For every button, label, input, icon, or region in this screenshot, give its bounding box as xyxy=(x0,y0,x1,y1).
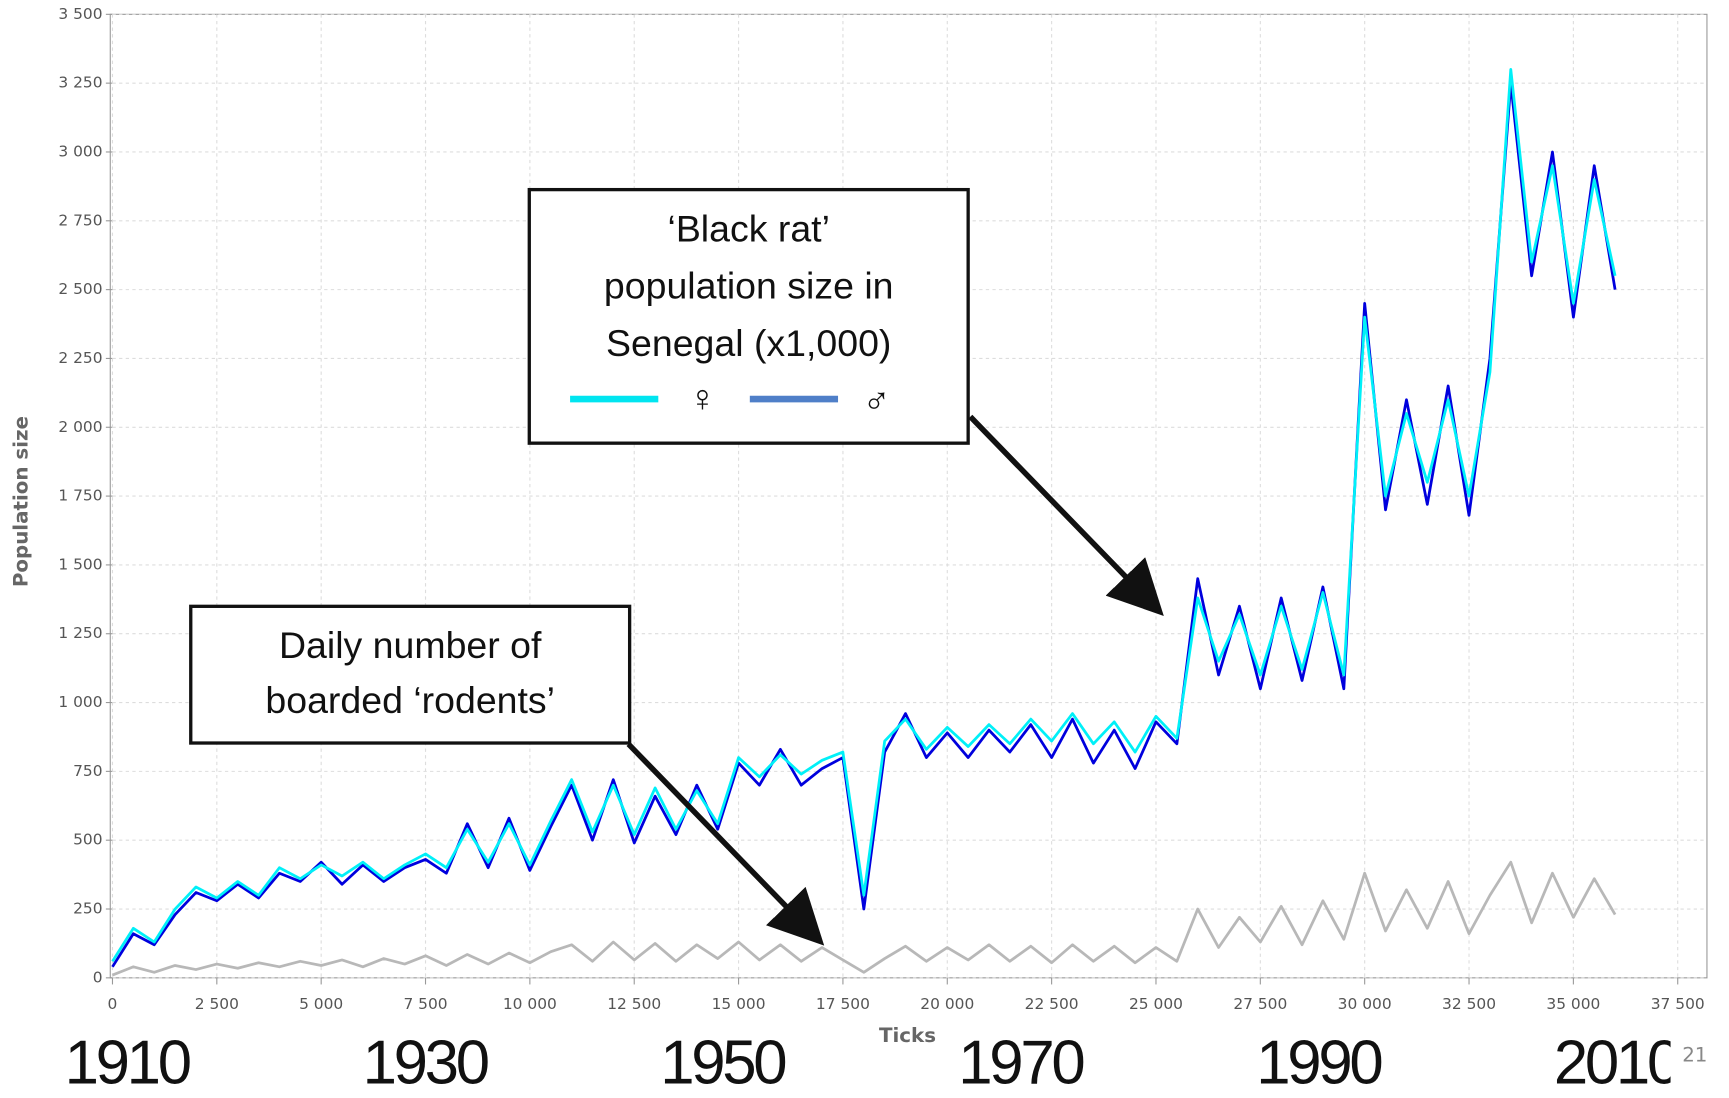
year-label: 1970 xyxy=(958,1028,1083,1097)
series-line xyxy=(111,81,1617,968)
year-label: 1950 xyxy=(660,1028,785,1097)
y-tick-label: 500 xyxy=(73,831,102,849)
x-axis-label: Ticks xyxy=(879,1024,936,1047)
annotation-line: Senegal (x1,000) xyxy=(606,322,891,364)
series-line xyxy=(111,67,1617,963)
x-tick-label: 15 000 xyxy=(712,995,766,1013)
x-tick-label: 12 500 xyxy=(607,995,661,1013)
y-tick-label: 750 xyxy=(73,762,102,780)
x-tick-label: 17 500 xyxy=(816,995,870,1013)
year-label: 1930 xyxy=(363,1028,488,1097)
x-tick-label: 32 500 xyxy=(1442,995,1496,1013)
x-tick-label: 7 500 xyxy=(403,995,447,1013)
x-tick-label: 27 500 xyxy=(1233,995,1287,1013)
arrow xyxy=(626,742,825,946)
y-tick-label: 2 000 xyxy=(58,418,102,436)
arrow xyxy=(968,414,1164,616)
legend-label: ♀ xyxy=(688,377,716,419)
x-tick-label: 10 000 xyxy=(503,995,557,1013)
x-tick-label: 5 000 xyxy=(299,995,343,1013)
series-line xyxy=(111,860,1617,977)
y-tick-label: 3 000 xyxy=(58,142,102,160)
legend-label: ♂ xyxy=(863,379,891,421)
y-axis-label: Population size xyxy=(10,416,33,587)
y-tick-label: 2 500 xyxy=(58,280,102,298)
annotation-box: ‘Black rat’ population size in Senegal (… xyxy=(527,187,970,445)
x-tick-label: 20 000 xyxy=(920,995,974,1013)
annotation-line: population size in xyxy=(604,265,894,307)
annotation-box: Daily number of boarded ‘rodents’ xyxy=(189,604,632,745)
y-tick-label: 1 000 xyxy=(58,693,102,711)
annotation-frame xyxy=(189,604,632,745)
y-tick-label: 3 500 xyxy=(58,5,102,23)
annotation-line: ‘Black rat’ xyxy=(667,207,829,249)
y-tick-label: 2 250 xyxy=(58,349,102,367)
x-tick-label: 30 000 xyxy=(1338,995,1392,1013)
x-tick-label: 25 000 xyxy=(1129,995,1183,1013)
year-mask xyxy=(1670,1025,1729,1098)
y-tick-label: 2 750 xyxy=(58,211,102,229)
y-tick-label: 3 250 xyxy=(58,74,102,92)
x-tick-label: 35 000 xyxy=(1546,995,1600,1013)
y-tick-label: 1 750 xyxy=(58,487,102,505)
y-tick-label: 0 xyxy=(93,968,103,986)
x-tick-label: 37 500 xyxy=(1651,995,1705,1013)
y-tick-label: 1 250 xyxy=(58,624,102,642)
x-tick-label: 22 500 xyxy=(1025,995,1079,1013)
y-tick-label: 250 xyxy=(73,900,102,918)
x-tick-label: 2 500 xyxy=(195,995,239,1013)
annotation-line: boarded ‘rodents’ xyxy=(265,679,555,721)
year-label: 1910 xyxy=(65,1028,190,1097)
annotation-line: Daily number of xyxy=(279,624,542,666)
x-tick-label: 0 xyxy=(108,995,118,1013)
page-number: 21 xyxy=(1682,1044,1707,1067)
y-tick-label: 1 500 xyxy=(58,555,102,573)
year-label: 1990 xyxy=(1256,1028,1381,1097)
year-label: 2010 xyxy=(1554,1028,1679,1097)
